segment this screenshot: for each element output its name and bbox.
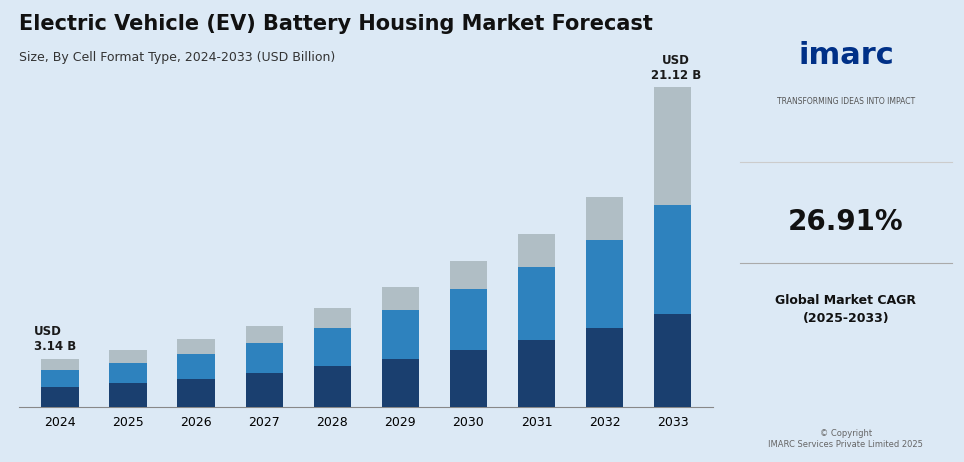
Bar xyxy=(41,387,79,407)
Bar xyxy=(110,383,147,407)
Bar xyxy=(382,359,419,407)
Bar xyxy=(177,378,215,407)
Bar xyxy=(449,350,487,407)
Bar xyxy=(313,308,351,328)
Bar xyxy=(586,328,623,407)
Text: Size, By Cell Format Type, 2024-2033 (USD Billion): Size, By Cell Format Type, 2024-2033 (US… xyxy=(19,51,335,64)
Bar xyxy=(382,287,419,310)
Bar xyxy=(313,366,351,407)
Bar xyxy=(654,314,691,407)
Bar xyxy=(382,310,419,359)
Bar xyxy=(449,261,487,289)
Text: © Copyright
IMARC Services Private Limited 2025: © Copyright IMARC Services Private Limit… xyxy=(768,429,924,449)
Bar xyxy=(41,359,79,370)
Text: Electric Vehicle (EV) Battery Housing Market Forecast: Electric Vehicle (EV) Battery Housing Ma… xyxy=(19,14,654,34)
Text: TRANSFORMING IDEAS INTO IMPACT: TRANSFORMING IDEAS INTO IMPACT xyxy=(777,97,915,106)
Bar xyxy=(449,289,487,350)
Bar xyxy=(313,328,351,366)
Bar xyxy=(110,350,147,363)
Bar xyxy=(177,339,215,353)
Text: 26.91%: 26.91% xyxy=(789,208,903,236)
Bar xyxy=(246,373,283,407)
Bar xyxy=(246,343,283,373)
Bar xyxy=(586,240,623,328)
Legend: Pouch Cell, Cylindrical Cell, Prismatic Cell: Pouch Cell, Cylindrical Cell, Prismatic … xyxy=(177,458,555,462)
Text: USD
3.14 B: USD 3.14 B xyxy=(35,325,76,353)
Text: USD
21.12 B: USD 21.12 B xyxy=(651,54,701,82)
Bar xyxy=(518,267,555,340)
Bar xyxy=(518,234,555,267)
Bar xyxy=(586,197,623,240)
Bar xyxy=(177,353,215,378)
Bar xyxy=(518,340,555,407)
Bar xyxy=(246,326,283,343)
Bar xyxy=(110,363,147,383)
Bar xyxy=(41,370,79,387)
Bar xyxy=(654,205,691,314)
Text: imarc: imarc xyxy=(798,41,894,70)
Bar xyxy=(654,86,691,205)
Text: Global Market CAGR
(2025-2033): Global Market CAGR (2025-2033) xyxy=(775,294,917,325)
